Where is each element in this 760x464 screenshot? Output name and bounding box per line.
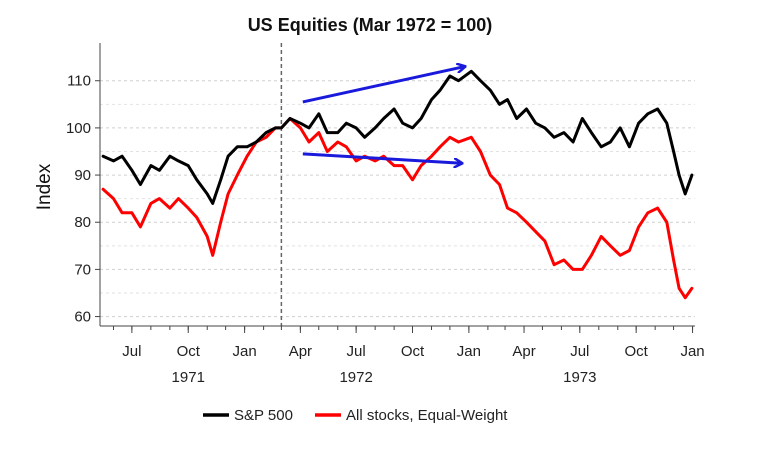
axes: 60 70 80 90 100 110 Jul Oct Jan Apr Jul Oct Jan Apr Ju… xyxy=(66,43,705,386)
x-tick-label: Oct xyxy=(401,343,425,360)
series-line-0 xyxy=(101,69,694,205)
x-tick-label: Apr xyxy=(512,343,535,360)
y-tick-label: 110 xyxy=(67,73,91,90)
legend-label-1: All stocks, Equal-Weight xyxy=(346,407,508,424)
y-tick-label: 100 xyxy=(66,120,91,137)
y-tick-label: 80 xyxy=(74,214,91,231)
x-tick-label: Jul xyxy=(347,343,366,360)
x-year-label: 1972 xyxy=(339,369,372,386)
x-year-label: 1973 xyxy=(563,369,596,386)
y-axis-label: Index xyxy=(34,163,55,210)
x-tick-label: Oct xyxy=(177,343,201,360)
x-tick-label: Apr xyxy=(289,343,312,360)
y-tick-label: 60 xyxy=(74,309,91,326)
x-tick-label: Jul xyxy=(570,343,589,360)
annotation-arrow-1 xyxy=(302,152,462,163)
y-tick-label: 90 xyxy=(74,167,91,184)
x-tick-label: Jan xyxy=(457,343,481,360)
series-lines xyxy=(101,69,694,300)
x-tick-label: Oct xyxy=(625,343,649,360)
y-tick-label: 70 xyxy=(74,261,91,278)
annotation-arrow-0 xyxy=(302,67,465,104)
x-tick-label: Jul xyxy=(122,343,141,360)
legend-label-0: S&P 500 xyxy=(234,407,293,424)
chart-title: US Equities (Mar 1972 = 100) xyxy=(248,15,493,35)
legend: S&P 500 All stocks, Equal-Weight xyxy=(203,407,508,424)
annotations xyxy=(302,67,465,164)
x-tick-label: Jan xyxy=(680,343,704,360)
series-line-1 xyxy=(101,117,694,300)
x-tick-label: Jan xyxy=(233,343,257,360)
x-year-label: 1971 xyxy=(172,369,205,386)
